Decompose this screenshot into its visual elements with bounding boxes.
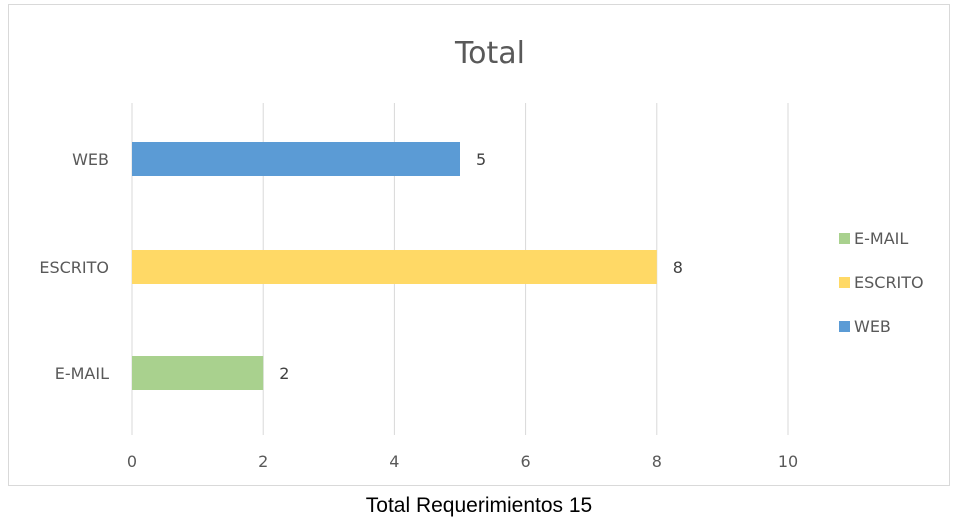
x-tick-label: 8 [652,452,662,471]
bar-e-mail [132,356,264,390]
x-tick-label: 10 [778,452,798,471]
bar-chart: Total 5 8 2 WEB ESCRITO E-MAIL 0 2 4 6 8 10 E-MAI… [39,36,924,471]
chart-frame: Total 5 8 2 WEB ESCRITO E-MAIL 0 2 4 6 8 10 E-MAI… [8,4,950,486]
legend-label: WEB [854,317,891,336]
category-label: ESCRITO [39,258,109,277]
category-label: WEB [72,150,109,169]
legend-swatch [839,277,850,288]
legend: E-MAIL ESCRITO WEB [839,229,924,336]
category-labels: WEB ESCRITO E-MAIL [39,150,109,383]
data-label: 8 [673,258,683,277]
x-tick-labels: 0 2 4 6 8 10 [127,452,798,471]
x-tick-label: 0 [127,452,137,471]
legend-label: E-MAIL [854,229,908,248]
legend-label: ESCRITO [854,273,924,292]
chart-caption: Total Requerimientos 15 [365,494,593,517]
bars [132,142,657,390]
bar-escrito [132,250,657,284]
data-label: 5 [476,150,486,169]
data-label: 2 [279,364,289,383]
bar-web [132,142,460,176]
x-tick-label: 4 [389,452,399,471]
category-label: E-MAIL [55,364,109,383]
data-labels: 5 8 2 [279,150,683,383]
legend-swatch [839,321,850,332]
chart-title: Total [454,36,525,71]
legend-swatch [839,233,850,244]
x-tick-label: 6 [521,452,531,471]
x-tick-label: 2 [258,452,268,471]
